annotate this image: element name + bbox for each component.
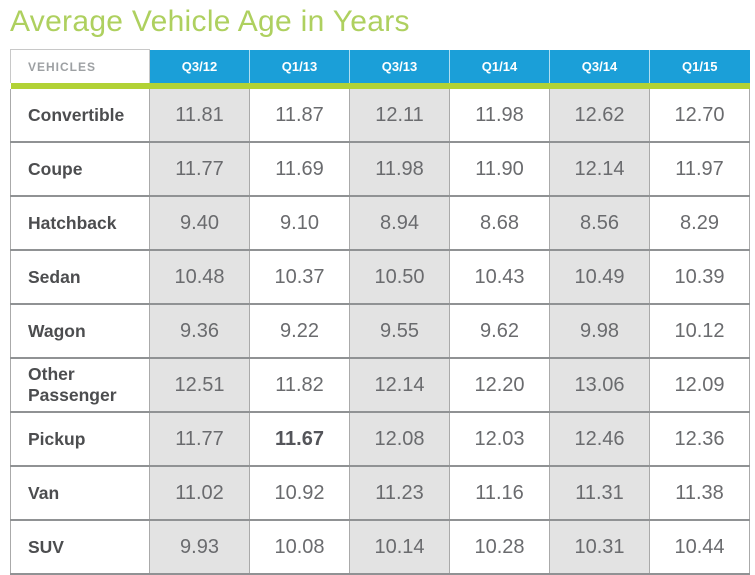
table-cell: 11.98 [349,141,450,196]
table-cell: 12.09 [649,357,750,412]
table-cell: 12.46 [549,411,650,466]
table-cell: 10.31 [549,519,650,575]
table-cell: 12.36 [649,411,750,466]
table-cell: 12.14 [349,357,450,412]
table-cell: 12.51 [149,357,250,412]
table-cell: 10.50 [349,249,450,304]
table-row: Pickup 11.77 11.67 12.08 12.03 12.46 12.… [10,411,750,466]
accent-stripe-bar [10,83,750,89]
row-label-pickup: Pickup [10,411,150,466]
table-row: Hatchback 9.40 9.10 8.94 8.68 8.56 8.29 [10,195,750,250]
table-cell: 11.82 [249,357,350,412]
vehicles-column-header: VEHICLES [10,49,150,83]
table-cell: 12.70 [649,89,750,142]
column-header-q3-13: Q3/13 [349,49,450,83]
row-label-hatchback: Hatchback [10,195,150,250]
table-cell: 10.43 [449,249,550,304]
table-cell: 11.77 [149,411,250,466]
table-cell: 9.36 [149,303,250,358]
table-cell: 10.37 [249,249,350,304]
table-cell: 9.40 [149,195,250,250]
column-header-q3-14: Q3/14 [549,49,650,83]
row-label-other-passenger: Other Passenger [10,357,150,412]
row-label-wagon: Wagon [10,303,150,358]
table-cell: 10.28 [449,519,550,575]
table-cell: 9.22 [249,303,350,358]
page-title: Average Vehicle Age in Years [10,5,410,38]
table-cell: 12.11 [349,89,450,142]
table-cell-emphasized: 11.67 [249,411,350,466]
header-accent-stripe [10,83,750,89]
table-cell: 9.55 [349,303,450,358]
table-cell: 10.39 [649,249,750,304]
table-row: SUV 9.93 10.08 10.14 10.28 10.31 10.44 [10,519,750,575]
table-cell: 11.38 [649,465,750,520]
table-cell: 11.87 [249,89,350,142]
column-header-q1-15: Q1/15 [649,49,750,83]
table-cell: 11.77 [149,141,250,196]
table-cell: 9.93 [149,519,250,575]
row-label-sedan: Sedan [10,249,150,304]
table-cell: 9.10 [249,195,350,250]
table-cell: 10.49 [549,249,650,304]
column-header-q1-14: Q1/14 [449,49,550,83]
table-cell: 12.03 [449,411,550,466]
table-row: Sedan 10.48 10.37 10.50 10.43 10.49 10.3… [10,249,750,304]
table-cell: 10.08 [249,519,350,575]
table-cell: 11.02 [149,465,250,520]
table-row: Other Passenger 12.51 11.82 12.14 12.20 … [10,357,750,412]
column-header-q3-12: Q3/12 [149,49,250,83]
table-row: Van 11.02 10.92 11.23 11.16 11.31 11.38 [10,465,750,520]
header-row: VEHICLES Q3/12 Q1/13 Q3/13 Q1/14 Q3/14 Q… [10,49,750,83]
row-label-coupe: Coupe [10,141,150,196]
table-cell: 10.92 [249,465,350,520]
table-cell: 11.90 [449,141,550,196]
table-cell: 11.23 [349,465,450,520]
table-cell: 10.14 [349,519,450,575]
row-label-van: Van [10,465,150,520]
table-cell: 10.12 [649,303,750,358]
table-cell: 11.69 [249,141,350,196]
table-row: Coupe 11.77 11.69 11.98 11.90 12.14 11.9… [10,141,750,196]
row-label-convertible: Convertible [10,89,150,142]
table-cell: 12.20 [449,357,550,412]
table-cell: 12.14 [549,141,650,196]
table-cell: 8.68 [449,195,550,250]
table-cell: 9.98 [549,303,650,358]
table-row: Wagon 9.36 9.22 9.55 9.62 9.98 10.12 [10,303,750,358]
table-cell: 8.94 [349,195,450,250]
table-cell: 12.08 [349,411,450,466]
table-cell: 9.62 [449,303,550,358]
table-cell: 11.16 [449,465,550,520]
row-label-suv: SUV [10,519,150,575]
column-header-q1-13: Q1/13 [249,49,350,83]
table-cell: 11.31 [549,465,650,520]
table-cell: 11.97 [649,141,750,196]
table-cell: 12.62 [549,89,650,142]
table-cell: 10.48 [149,249,250,304]
table-cell: 10.44 [649,519,750,575]
vehicle-age-table: VEHICLES Q3/12 Q1/13 Q3/13 Q1/14 Q3/14 Q… [10,49,750,575]
table-cell: 11.98 [449,89,550,142]
table-cell: 8.29 [649,195,750,250]
table-row: Convertible 11.81 11.87 12.11 11.98 12.6… [10,89,750,142]
table-cell: 8.56 [549,195,650,250]
table-cell: 13.06 [549,357,650,412]
table-cell: 11.81 [149,89,250,142]
